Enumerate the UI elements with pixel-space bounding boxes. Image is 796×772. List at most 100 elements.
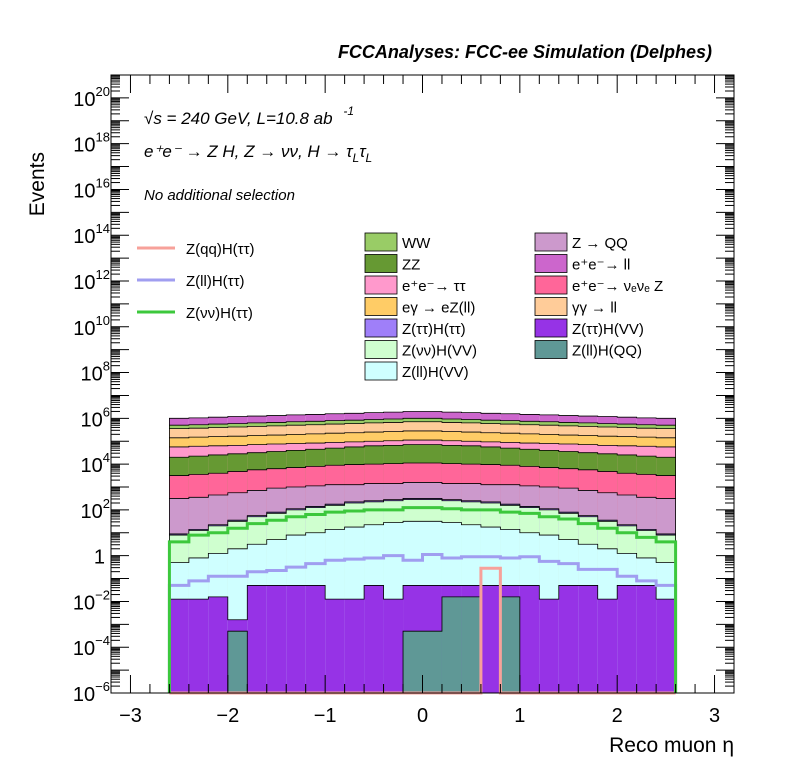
y-tick-label: 1020 [73,84,110,111]
legend-swatch-Z(ττ)H(ττ) [364,318,398,338]
y-tick-label: 1014 [73,221,110,248]
bar-Z(ll)H(QQ)-14 [441,596,462,693]
bar-Z(ττ)H(VV)-7 [305,585,326,693]
outline-γγ → ll [169,421,676,693]
legend-swatch-e⁺e⁻→ ll [534,254,568,273]
line-Z(ll)H(ττ) [167,553,678,693]
legend-label-Z(ll)H(ττ): Z(ll)H(ττ) [186,273,245,290]
outline-e⁺e⁻ → ll [169,411,676,693]
bar-Z(ττ)H(VV)-22 [597,599,618,693]
legend-label-Z(ll)H(QQ): Z(ll)H(QQ) [572,343,642,360]
legend-label-e⁺e⁻→ νₑνₑ Z: e⁺e⁻→ νₑνₑ Z [572,278,663,295]
outline-e⁺e⁻ → νₑνₑ Z [169,462,676,693]
legend-swatch-WW [364,232,398,252]
y-tick-label: 108 [81,359,110,386]
process-sub2: L [366,151,373,165]
legend-label-Z(qq)H(ττ): Z(qq)H(ττ) [186,241,255,258]
bar-Z(ττ)H(VV)-23 [617,585,637,693]
bar-Z(ττ)H(VV)-5 [266,585,287,693]
y-tick-label: 104 [81,450,110,477]
bar-Z(ττ)H(VV)-11 [383,599,404,693]
y-tick-label: 1012 [73,267,110,294]
x-tick-label: −1 [314,705,337,727]
line-Z(νν)H(ττ) [167,506,678,693]
legend-label-eγ → eZ(ll): eγ → eZ(ll) [402,300,475,317]
y-tick-label: 1016 [73,175,110,202]
y-tick-label: 1018 [73,130,110,157]
bar-Z(ττ)H(VV)-16 [480,585,501,693]
outline-Z(νν)H(VV) [169,499,676,693]
y-axis-label: Events [26,152,49,216]
chart-title: FCCAnalyses: FCC-ee Simulation (Delphes) [338,42,712,62]
bar-Z(ττ)H(VV)-10 [364,585,384,693]
annotation-selection: No additional selection [144,187,295,204]
outline-Z → QQ [169,482,676,693]
legend-label-e⁺e⁻→ ττ: e⁺e⁻→ ττ [402,278,466,295]
legend-label-γγ → ll: γγ → ll [572,300,617,317]
legend-label-Z(ττ)H(ττ): Z(ττ)H(ττ) [402,321,466,338]
legend-label-Z(νν)H(VV): Z(νν)H(VV) [402,343,477,360]
process-tau2: τ [359,142,367,161]
legend-label-WW: WW [402,235,431,252]
legend-label-Z → QQ: Z → QQ [572,235,628,252]
bar-Z(ττ)H(VV)-0 [169,599,189,693]
bar-Z(ττ)H(VV)-1 [188,599,209,693]
legend-swatch-e⁺e⁻→ ττ [364,275,398,295]
y-tick-label: 10−6 [73,679,110,706]
bar-Z(ll)H(QQ)-3 [227,631,248,693]
svg-text:e⁺e⁻ → Z H, Z → νν, H → τLτL: e⁺e⁻ → Z H, Z → νν, H → τLτL [144,142,372,165]
x-tick-label: −3 [119,705,142,727]
outline-eγ → eZ(ll) [169,430,676,693]
y-tick-label: 106 [81,404,110,431]
legend-swatch-ZZ [364,254,398,273]
y-tick-label: 10−2 [73,587,110,614]
bar-Z(ττ)H(VV)-18 [519,585,540,693]
y-tick-label: 1 [94,547,105,569]
ticks-layer: −3 −2 −1 0 1 2 3 10−6 10−4 10−2 1 102 104 106 108 1010 1… [73,75,735,727]
process-sub1: L [353,151,360,165]
x-axis-label: Reco muon η [609,734,734,757]
bar-Z(ττ)H(VV)-20 [558,585,579,693]
x-tick-label: 3 [709,705,720,727]
legend-swatch-Z(ττ)H(VV) [534,318,568,338]
outline-WW [169,417,676,693]
legend-swatch-Z → QQ [534,232,568,252]
legend-label-Z(ττ)H(VV): Z(ττ)H(VV) [572,321,644,338]
bar-Z(ττ)H(VV)-4 [247,585,267,693]
annotation-energy: √s = 240 GeV, L=10.8 ab -1 [144,104,354,128]
y-tick-label: 1010 [73,313,110,340]
legend-label-ZZ: ZZ [402,257,420,274]
legend-label-e⁺e⁻→ ll: e⁺e⁻→ ll [572,257,630,274]
bar-Z(ll)H(QQ)-13 [422,631,442,693]
legend-swatch-Z(ll)H(VV) [364,361,398,381]
annotation-process: e⁺e⁻ → Z H, Z → νν, H → τLτL [144,142,372,165]
energy-text: √s = 240 GeV, L=10.8 ab [144,109,333,128]
legend-label-Z(ll)H(VV): Z(ll)H(VV) [402,364,469,381]
legend-swatch-eγ → eZ(ll) [364,297,398,316]
y-tick-label: 10−4 [73,633,110,660]
bar-Z(ττ)H(VV)-2 [208,596,228,693]
legend-label-Z(νν)H(ττ): Z(νν)H(ττ) [186,305,253,322]
bar-Z(ll)H(QQ)-15 [461,596,481,693]
bar-Z(ττ)H(VV)-9 [344,599,365,693]
x-tick-label: −2 [216,705,239,727]
bar-Z(ll)H(QQ)-12 [403,631,423,693]
x-tick-label: 1 [514,705,525,727]
legend-swatch-γγ → ll [534,297,568,316]
outline-Z(ll)H(VV) [169,520,676,693]
outline-e⁺e⁻ → ττ [169,439,676,693]
legend: Z(qq)H(ττ) Z(ll)H(ττ) Z(νν)H(ττ) WW ZZ e⁺e⁻→ … [137,232,663,381]
bar-Z(ll)H(QQ)-17 [500,596,520,693]
y-tick-label: 102 [81,496,110,523]
legend-swatch-Z(ll)H(QQ) [534,340,568,359]
x-tick-label: 2 [612,705,623,727]
bar-Z(ττ)H(VV)-8 [325,599,345,693]
bar-Z(ττ)H(VV)-19 [539,599,559,693]
stack-Z(ll)H(QQ) [169,596,676,694]
x-tick-label: 0 [417,705,428,727]
bar-Z(ττ)H(VV)-24 [636,585,657,693]
stack-layer [169,411,676,694]
bar-Z(ττ)H(VV)-21 [578,585,598,693]
outline-ZZ [169,444,676,693]
